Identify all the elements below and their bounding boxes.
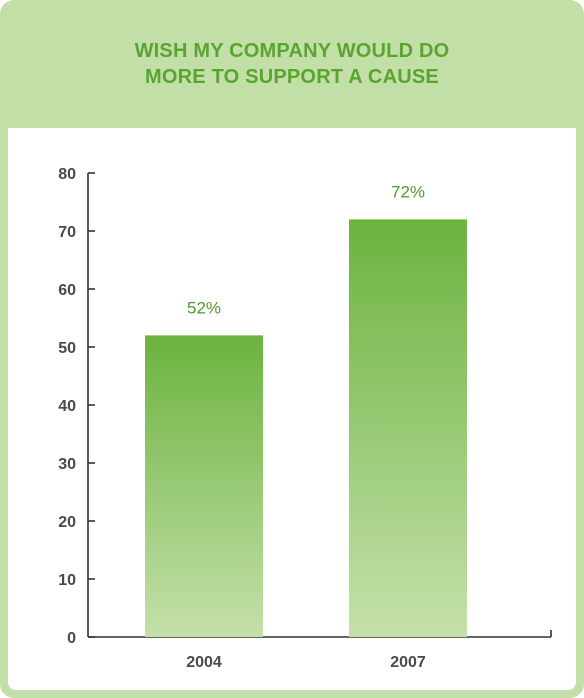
y-tick-label: 40 [58, 398, 76, 415]
y-tick-label: 30 [58, 456, 76, 473]
value-label-2007: 72% [391, 182, 425, 201]
x-tick-label-2004: 2004 [186, 654, 222, 671]
y-tick-label: 10 [58, 572, 76, 589]
y-tick-label: 50 [58, 340, 76, 357]
bar-2004 [145, 335, 263, 637]
chart-title: WISH MY COMPANY WOULD DO MORE TO SUPPORT… [134, 40, 450, 88]
title-band: WISH MY COMPANY WOULD DO MORE TO SUPPORT… [8, 0, 576, 128]
plot-panel: 0 10 20 30 40 50 60 70 80 2004 2007 52% 72% [8, 128, 576, 690]
bars [145, 219, 467, 637]
y-tick-label: 80 [58, 166, 76, 183]
y-tick-label: 0 [67, 630, 76, 647]
value-labels: 52% 72% [187, 182, 425, 317]
y-axis: 0 10 20 30 40 50 60 70 80 [58, 166, 95, 647]
y-tick-label: 70 [58, 224, 76, 241]
value-label-2004: 52% [187, 298, 221, 317]
bar-chart: 0 10 20 30 40 50 60 70 80 2004 2007 52% 72% [58, 166, 552, 671]
y-tick-label: 60 [58, 282, 76, 299]
x-tick-label-2007: 2007 [390, 654, 426, 671]
bar-2007 [349, 219, 467, 637]
y-tick-label: 20 [58, 514, 76, 531]
